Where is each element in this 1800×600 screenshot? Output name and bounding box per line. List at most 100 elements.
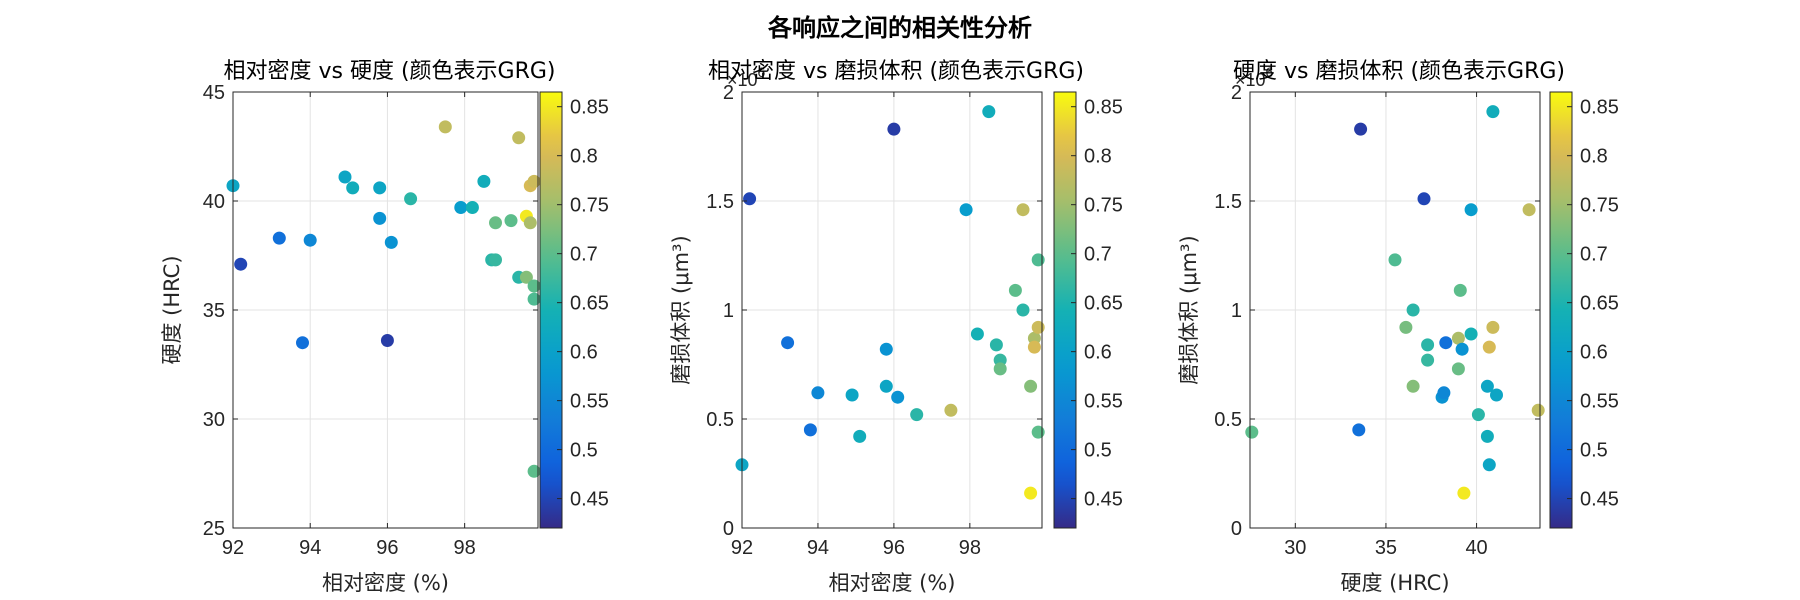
- colorbar-tick-label: 0.75: [1084, 195, 1123, 217]
- colorbar-gradient: [1550, 92, 1572, 528]
- data-point: [910, 408, 924, 422]
- y-tick-label: 2: [1231, 82, 1242, 104]
- data-point: [1480, 429, 1494, 443]
- y-tick-label: 35: [203, 300, 225, 322]
- data-point: [296, 336, 309, 350]
- colorbar-tick-label: 0.8: [570, 146, 598, 168]
- y-tick-label: 0: [1231, 518, 1242, 540]
- y-tick-label: 0: [723, 518, 734, 540]
- data-point: [527, 174, 541, 188]
- colorbar-tick-label: 0.8: [1580, 146, 1608, 168]
- data-point: [1388, 253, 1402, 267]
- data-point: [438, 120, 452, 134]
- y-exponent-label: ×106: [1235, 64, 1274, 90]
- colorbar-tick-label: 0.8: [1084, 146, 1112, 168]
- data-point: [1421, 338, 1435, 352]
- x-axis-label: 相对密度 (%): [322, 571, 449, 595]
- colorbar-tick-label: 0.65: [1580, 293, 1619, 315]
- data-point: [1399, 320, 1413, 334]
- data-point: [380, 334, 394, 347]
- colorbar-tick-label: 0.55: [1084, 391, 1123, 413]
- colorbar: 0.45 0.5 0.55 0.6 0.65 0.7 0.75 0.8 0.85: [539, 91, 609, 529]
- y-tick-label: 1: [723, 300, 734, 322]
- data-point: [1486, 320, 1500, 334]
- data-point: [512, 131, 526, 145]
- data-point: [519, 270, 533, 284]
- colorbar-frame: [1549, 91, 1573, 529]
- data-point: [887, 122, 901, 136]
- data-point: [504, 214, 518, 228]
- data-point: [234, 257, 248, 271]
- colorbar-tick-label: 0.5: [1580, 440, 1608, 462]
- colorbar-tick-label: 0.45: [570, 489, 609, 511]
- figure-title: 各响应之间的相关性分析: [767, 14, 1032, 42]
- data-point: [811, 386, 825, 400]
- x-tick-label: 40: [1465, 537, 1487, 559]
- colorbar-tick-label: 0.65: [570, 293, 609, 315]
- y-axis-label: 磨损体积 (μm³): [669, 235, 693, 384]
- x-tick-label: 92: [731, 537, 753, 559]
- data-point: [477, 174, 491, 188]
- x-tick-label: 96: [883, 537, 905, 559]
- data-point: [338, 170, 352, 184]
- colorbar-tick-label: 0.85: [1084, 97, 1123, 119]
- data-point: [1354, 122, 1368, 136]
- colorbar-tick-label: 0.55: [570, 391, 609, 413]
- data-point: [1421, 353, 1435, 367]
- data-point: [1024, 379, 1038, 393]
- data-point: [384, 235, 398, 249]
- data-point: [853, 429, 867, 443]
- x-axis-label: 相对密度 (%): [828, 571, 955, 595]
- x-tick-label: 96: [376, 537, 398, 559]
- colorbar: 0.45 0.5 0.55 0.6 0.65 0.7 0.75 0.8 0.85: [1053, 91, 1123, 529]
- x-tick-label: 94: [299, 537, 321, 559]
- x-axis-label: 硬度 (HRC): [1340, 571, 1449, 595]
- x-tick-label: 94: [807, 537, 829, 559]
- data-point: [527, 279, 541, 293]
- data-point: [404, 192, 418, 206]
- colorbar-tick-label: 0.5: [1084, 440, 1112, 462]
- data-point: [1482, 458, 1496, 472]
- data-point: [527, 464, 541, 478]
- colorbar-tick-label: 0.75: [570, 195, 609, 217]
- data-point: [1016, 203, 1030, 217]
- data-point: [1027, 340, 1041, 354]
- y-tick-label: 0.5: [706, 409, 734, 431]
- data-point: [944, 403, 958, 417]
- colorbar-frame: [1053, 91, 1077, 529]
- colorbar-tick-label: 0.85: [1580, 97, 1619, 119]
- colorbar-tick-label: 0.75: [1580, 195, 1619, 217]
- data-point: [879, 342, 893, 356]
- data-point: [982, 105, 996, 119]
- data-point: [1453, 283, 1467, 297]
- colorbar-gradient: [540, 92, 562, 528]
- y-tick-label: 40: [203, 191, 225, 213]
- data-point: [1522, 203, 1536, 217]
- data-point: [523, 216, 537, 230]
- y-tick-label: 1: [1231, 300, 1242, 322]
- x-tick-label: 35: [1375, 537, 1397, 559]
- data-point: [1439, 336, 1453, 350]
- colorbar-tick-label: 0.6: [1084, 342, 1112, 364]
- y-tick-label: 45: [203, 82, 225, 104]
- x-tick-label: 30: [1284, 537, 1306, 559]
- x-tick-label: 92: [222, 537, 244, 559]
- panel-title: 相对密度 vs 硬度 (颜色表示GRG): [223, 59, 555, 84]
- data-point: [1031, 425, 1045, 439]
- colorbar-tick-label: 0.5: [570, 440, 598, 462]
- x-tick-label: 98: [959, 537, 981, 559]
- colorbar-tick-label: 0.6: [570, 342, 598, 364]
- data-point: [1031, 320, 1045, 334]
- data-point: [970, 327, 984, 341]
- data-point: [303, 233, 317, 247]
- data-point: [1464, 203, 1478, 217]
- data-point: [1471, 408, 1485, 422]
- data-point: [845, 388, 859, 402]
- x-tick-label: 98: [454, 537, 476, 559]
- colorbar-tick-label: 0.7: [1580, 244, 1608, 266]
- data-point: [781, 336, 795, 350]
